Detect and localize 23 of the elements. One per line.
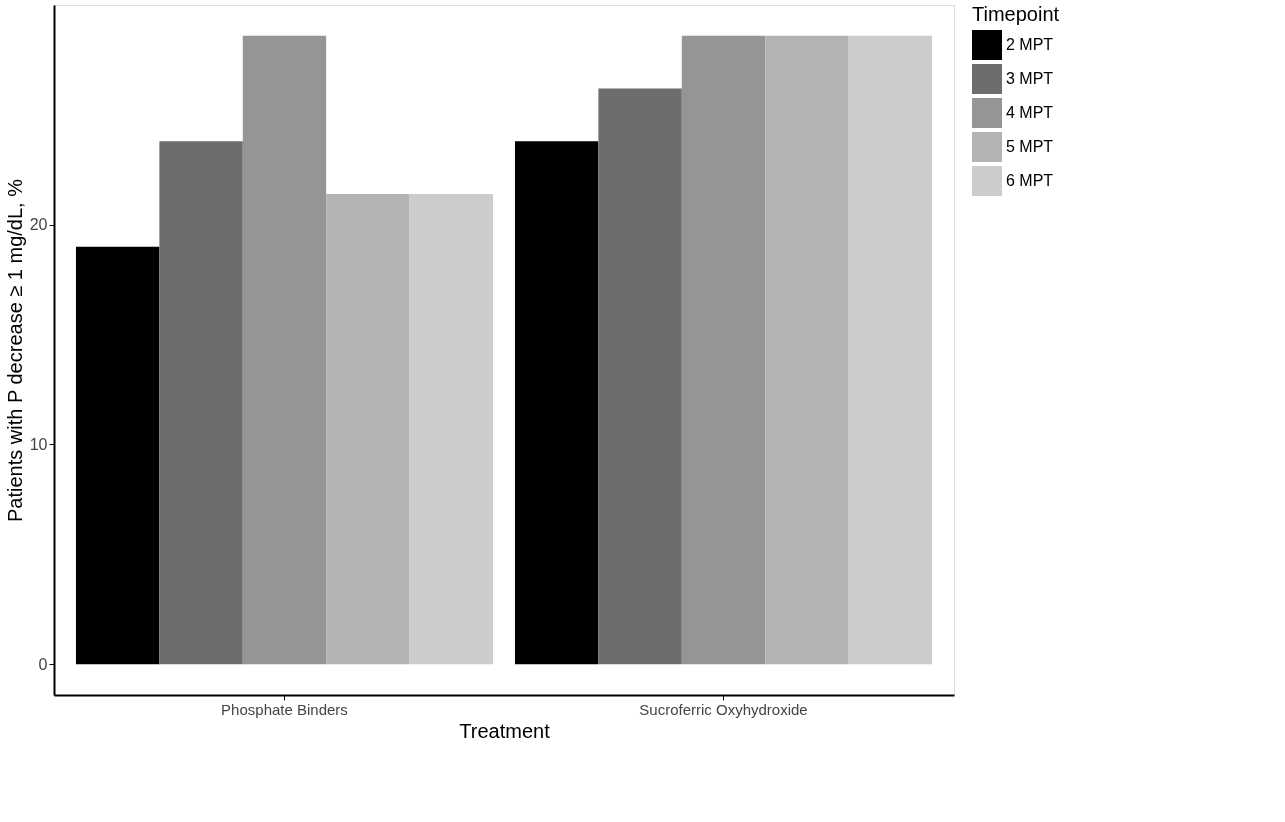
bar: [75, 246, 160, 665]
bar: [242, 35, 327, 665]
bar: [159, 141, 243, 665]
bar: [765, 35, 849, 665]
y-tick-label: 10: [29, 435, 48, 453]
y-axis-title: Patients with P decrease ≥ 1 mg/dL, %: [3, 178, 26, 523]
legend-label: 3 MPT: [1006, 70, 1054, 87]
legend-label: 6 MPT: [1006, 172, 1054, 189]
y-tick-label: 0: [38, 655, 48, 673]
legend-label: 2 MPT: [1006, 36, 1054, 53]
legend-title: Timepoint: [972, 3, 1060, 25]
bar: [514, 141, 599, 665]
x-tick-label: Phosphate Binders: [221, 700, 348, 718]
bar: [681, 35, 766, 665]
bar: [598, 88, 682, 665]
x-tick-label: Sucroferric Oxyhydroxide: [639, 700, 808, 718]
legend-label: 5 MPT: [1006, 138, 1054, 155]
bar: [848, 35, 933, 665]
y-tick-label: 20: [29, 216, 48, 234]
bar: [409, 193, 494, 665]
x-axis-title: Treatment: [459, 719, 551, 742]
bar: [326, 193, 410, 665]
legend-label: 4 MPT: [1006, 104, 1054, 121]
